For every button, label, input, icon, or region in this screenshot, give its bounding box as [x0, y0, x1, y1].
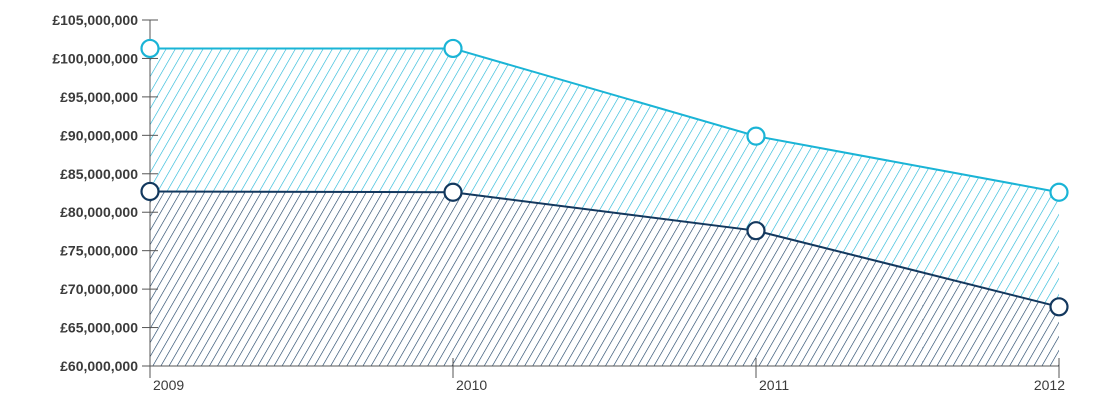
series-lines	[149, 47, 1060, 308]
data-point	[443, 38, 463, 59]
y-tick-label: £80,000,000	[60, 204, 138, 220]
tick-labels: £105,000,000 £100,000,000 £95,000,000 £90,0…	[52, 12, 1065, 393]
x-tick-label: 2012	[1034, 377, 1065, 393]
data-point	[746, 126, 766, 146]
y-tick-label: £90,000,000	[60, 127, 138, 143]
x-tick-label: 2011	[759, 377, 789, 393]
y-tick-label: £105,000,000	[52, 12, 138, 28]
y-tick-label: £65,000,000	[60, 320, 138, 336]
data-point	[140, 181, 160, 202]
y-tick-label: £85,000,000	[60, 166, 138, 182]
series-line-1	[150, 47, 1060, 194]
x-tick-label: 2009	[153, 377, 184, 393]
data-point	[1049, 182, 1069, 202]
y-tick-label: £75,000,000	[60, 243, 138, 259]
data-points	[140, 38, 1069, 317]
axes	[142, 19, 1060, 378]
data-point	[140, 38, 160, 59]
y-tick-label: £70,000,000	[60, 281, 138, 297]
series-line-2	[149, 190, 1060, 308]
data-point	[443, 182, 463, 202]
area-fill-bottom	[150, 191, 1059, 366]
area-fill-top	[150, 48, 1059, 307]
data-point	[1049, 297, 1069, 317]
data-point	[746, 221, 766, 241]
x-tick-label: 2010	[456, 377, 487, 393]
y-tick-label: £100,000,000	[52, 50, 138, 66]
y-tick-label: £95,000,000	[60, 89, 138, 105]
y-tick-label: £60,000,000	[60, 358, 138, 374]
area-fills	[150, 48, 1059, 366]
